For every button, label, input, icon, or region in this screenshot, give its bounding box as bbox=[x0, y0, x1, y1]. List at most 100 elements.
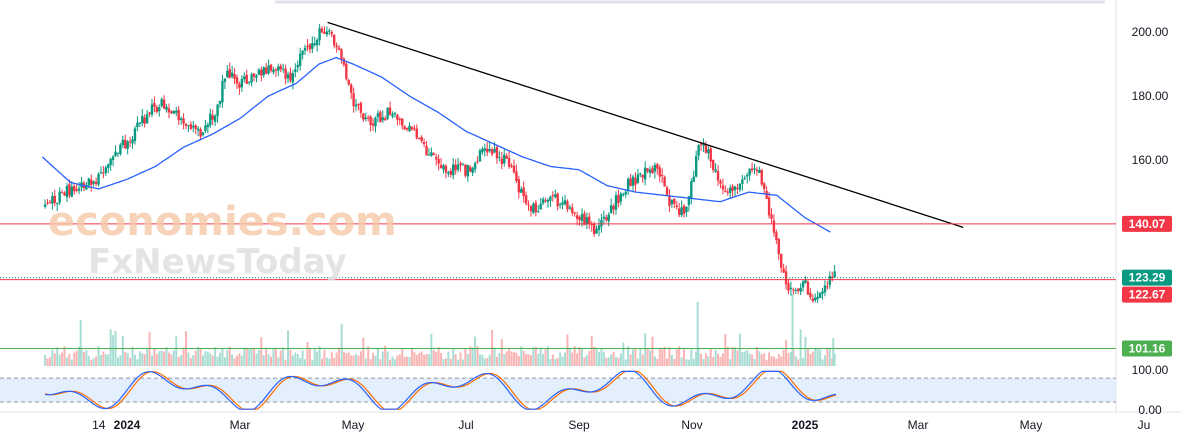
candle-body bbox=[398, 119, 401, 121]
volume-bar bbox=[663, 346, 666, 366]
candle-body bbox=[694, 156, 698, 177]
volume-bar bbox=[765, 359, 768, 366]
candle-body bbox=[823, 285, 827, 293]
volume-bar bbox=[95, 356, 98, 366]
candle-body bbox=[196, 128, 200, 131]
volume-bar bbox=[799, 329, 802, 366]
candle-body bbox=[75, 189, 78, 191]
candle-body bbox=[634, 178, 637, 185]
volume-bar bbox=[763, 353, 766, 366]
candle-body bbox=[551, 195, 555, 197]
candle-body bbox=[313, 43, 316, 45]
candle-body bbox=[65, 186, 69, 198]
moving-average-line bbox=[41, 56, 831, 233]
volume-bar bbox=[449, 358, 452, 366]
candle-body bbox=[711, 159, 715, 171]
candle-body bbox=[245, 74, 248, 84]
candle-body bbox=[328, 30, 331, 32]
volume-bar bbox=[833, 353, 836, 366]
candle-body bbox=[629, 178, 632, 186]
candle-body bbox=[748, 168, 751, 176]
volume-bar bbox=[719, 356, 722, 366]
candle-body bbox=[201, 132, 205, 136]
volume-bar bbox=[772, 356, 775, 366]
candle-body bbox=[641, 174, 644, 178]
candle-body bbox=[721, 185, 725, 190]
volume-bar bbox=[155, 354, 158, 366]
volume-bar bbox=[384, 345, 387, 366]
volume-bar bbox=[364, 358, 367, 366]
date-label: Sep bbox=[568, 418, 590, 432]
candle-body bbox=[291, 73, 295, 83]
volume-bar bbox=[797, 359, 800, 366]
volume-bar bbox=[527, 354, 530, 366]
volume-bar bbox=[464, 347, 467, 366]
volume-bar bbox=[226, 350, 229, 366]
price-badge-140.07: 140.07 bbox=[1122, 215, 1172, 232]
candle-body bbox=[320, 28, 324, 33]
candle-body bbox=[758, 170, 761, 173]
volume-bar bbox=[270, 356, 273, 366]
candle-body bbox=[707, 149, 710, 154]
candle-body bbox=[692, 176, 695, 182]
volume-bar bbox=[649, 350, 652, 366]
volume-bar bbox=[622, 342, 625, 366]
volume-bar bbox=[104, 354, 107, 366]
candle-body bbox=[726, 191, 729, 193]
volume-bar bbox=[629, 354, 632, 366]
volume-bar bbox=[236, 355, 239, 366]
date-axis[interactable]: 14 2024 Mar May Jul Sep Nov 2025 Mar May Ju bbox=[92, 418, 1150, 432]
candle-body bbox=[352, 93, 355, 107]
volume-spike bbox=[832, 338, 835, 366]
volume-bar bbox=[658, 347, 661, 366]
candles bbox=[43, 24, 836, 303]
volume-bar bbox=[44, 354, 47, 366]
volume-bar bbox=[580, 349, 583, 366]
candle-body bbox=[656, 164, 659, 169]
candle-body bbox=[182, 118, 185, 124]
volume-bar bbox=[610, 354, 613, 366]
candle-body bbox=[116, 152, 120, 154]
price-axis[interactable]: 140.07 123.29 122.67 101.16 200.00 180.00 160.… bbox=[1122, 25, 1172, 417]
candle-body bbox=[128, 141, 132, 143]
volume-bar bbox=[561, 356, 564, 366]
volume-bar bbox=[253, 348, 256, 366]
volume-bar bbox=[717, 353, 720, 366]
volume-bar bbox=[751, 354, 754, 366]
candle-body bbox=[544, 200, 547, 202]
candle-body bbox=[546, 199, 550, 202]
candle-body bbox=[94, 181, 98, 184]
volume-bar bbox=[746, 349, 749, 366]
volume-bar bbox=[444, 358, 447, 366]
volume-bar bbox=[277, 357, 280, 366]
volume-bar bbox=[323, 349, 326, 366]
volume-bar bbox=[559, 352, 562, 366]
volume-bar bbox=[707, 356, 710, 366]
volume-bar bbox=[823, 355, 826, 366]
volume-bar bbox=[401, 348, 404, 366]
volume-bar bbox=[437, 347, 440, 366]
volume-bar bbox=[362, 337, 365, 366]
candle-body bbox=[99, 171, 103, 174]
volume-bar bbox=[459, 352, 462, 366]
volume-bar bbox=[726, 346, 729, 366]
candle-body bbox=[281, 68, 285, 70]
candle-body bbox=[818, 292, 822, 298]
volume-bar bbox=[92, 358, 95, 366]
candle-body bbox=[204, 125, 207, 132]
candle-body bbox=[520, 189, 523, 193]
candle-body bbox=[68, 184, 71, 196]
volume-bar bbox=[381, 351, 384, 366]
candle-body bbox=[347, 79, 350, 85]
volume-bar bbox=[508, 348, 511, 366]
candle-body bbox=[639, 173, 642, 175]
candle-body bbox=[595, 228, 598, 234]
volume-bar bbox=[469, 346, 472, 366]
candle-body bbox=[760, 169, 763, 185]
volume-bar bbox=[768, 352, 771, 366]
volume-bar bbox=[265, 347, 268, 366]
price-badge-bg bbox=[1122, 269, 1172, 286]
candle-body bbox=[70, 186, 73, 197]
volume-bar bbox=[48, 357, 51, 366]
